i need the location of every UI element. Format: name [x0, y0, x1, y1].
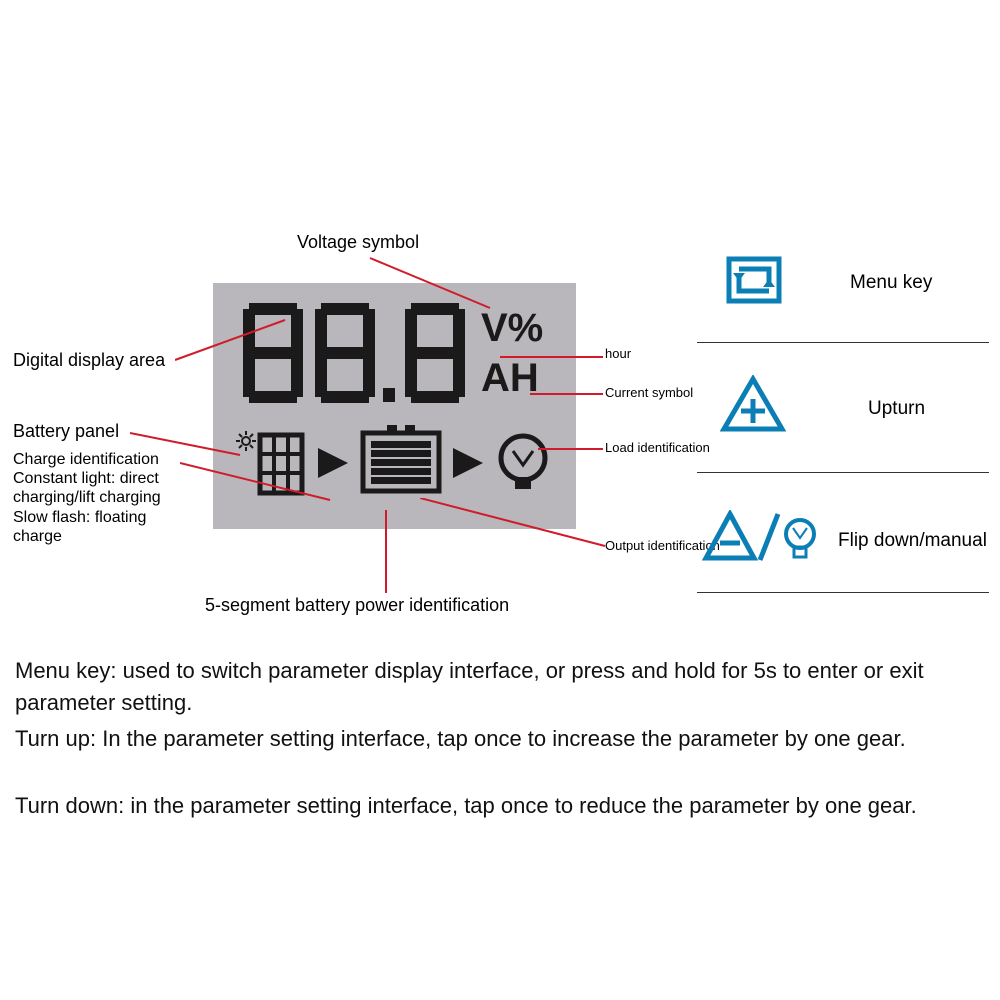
- label-hour: hour: [605, 346, 631, 361]
- divider-1: [697, 342, 989, 343]
- charge-line-4: Slow flash: floating: [13, 508, 161, 527]
- charge-line-5: charge: [13, 527, 161, 546]
- charge-line-1: Charge identification: [13, 450, 161, 469]
- divider-2: [697, 472, 989, 473]
- label-current: Current symbol: [605, 385, 693, 400]
- upturn-icon: [720, 375, 786, 435]
- label-five-segment: 5-segment battery power identification: [205, 595, 509, 616]
- callout-line-digital: [175, 310, 305, 362]
- divider-3: [697, 592, 989, 593]
- label-digital-display: Digital display area: [13, 350, 165, 371]
- menu-key-icon: [725, 255, 783, 305]
- charge-line-2: Constant light: direct: [13, 469, 161, 488]
- svg-text:V%: V%: [481, 306, 543, 350]
- label-load: Load identification: [605, 440, 710, 455]
- label-upturn: Upturn: [868, 398, 925, 420]
- callout-line-charge: [180, 460, 340, 560]
- label-flipdown: Flip down/manual: [838, 530, 987, 552]
- paragraph-3: Turn down: in the parameter setting inte…: [15, 790, 995, 822]
- label-charge-block: Charge identification Constant light: di…: [13, 450, 161, 546]
- callout-line-load: [538, 448, 603, 450]
- callout-line-hour: [500, 356, 603, 358]
- callout-line-output: [420, 498, 610, 550]
- callout-line-voltage: [340, 254, 520, 312]
- callout-line-current: [530, 393, 603, 395]
- charge-line-3: charging/lift charging: [13, 488, 161, 507]
- flipdown-icon: [702, 510, 822, 566]
- label-menu-key: Menu key: [850, 272, 932, 294]
- paragraph-2: Turn up: In the parameter setting interf…: [15, 723, 995, 755]
- paragraph-1: Menu key: used to switch parameter displ…: [15, 655, 995, 719]
- label-battery-panel: Battery panel: [13, 421, 119, 442]
- callout-line-five-segment: [385, 510, 387, 593]
- label-voltage-symbol: Voltage symbol: [297, 232, 419, 253]
